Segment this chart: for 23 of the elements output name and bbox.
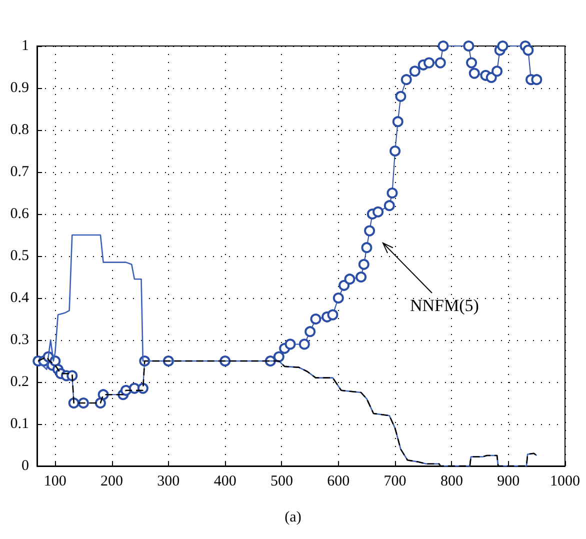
y-tick-label: 0.2 (10, 374, 29, 390)
x-tick-label: 300 (157, 474, 180, 490)
x-tick-label: 1000 (550, 474, 580, 490)
x-tick-label: 200 (100, 474, 124, 490)
y-tick-label: 0.1 (10, 416, 29, 432)
x-tick-label: 500 (270, 474, 293, 490)
text: (a) (284, 510, 302, 526)
y-tick-label: 0.6 (10, 206, 30, 222)
x-tick-label: 600 (327, 474, 350, 490)
x-tick-label: 400 (214, 474, 236, 490)
y-tick-label: 0.3 (10, 332, 29, 348)
x-tick-label: 100 (44, 474, 66, 490)
y-tick-label: 0.4 (10, 290, 30, 306)
x-tick-label: 800 (440, 474, 463, 490)
y-tick-label: 0.8 (10, 122, 29, 138)
y-tick-label: 0.9 (10, 80, 29, 96)
annotation: NNFM(5) (410, 296, 479, 315)
x-tick-label: 700 (384, 474, 406, 490)
y-tick-label: 0.7 (10, 164, 30, 180)
y-tick-label: 1 (22, 38, 29, 54)
x-tick-label: 900 (497, 474, 520, 490)
y-tick-label: 0.5 (10, 248, 29, 264)
y-tick-label: 0 (22, 458, 29, 474)
